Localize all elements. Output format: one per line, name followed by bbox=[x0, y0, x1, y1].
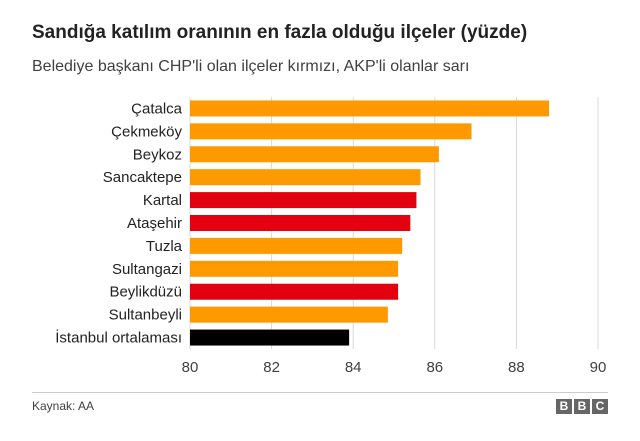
category-label: Tuzla bbox=[146, 238, 183, 255]
bar bbox=[190, 192, 417, 209]
x-tick-label: 86 bbox=[426, 359, 443, 376]
bbc-logo-letter: B bbox=[574, 399, 590, 414]
x-tick-label: 90 bbox=[590, 359, 607, 376]
bar bbox=[190, 306, 388, 323]
bar bbox=[190, 146, 439, 163]
bar bbox=[190, 237, 403, 254]
x-tick-label: 88 bbox=[508, 359, 525, 376]
category-label: Sancaktepe bbox=[103, 169, 182, 186]
bar bbox=[190, 100, 550, 117]
bbc-logo: B B C bbox=[556, 399, 608, 414]
bar-chart: 80 82 84 86 88 90 Çatalca Çekmeköy Beykoz Sancakt… bbox=[55, 97, 607, 376]
x-tick-label: 82 bbox=[263, 359, 280, 376]
chart-subtitle: Belediye başkanı CHP'li olan ilçeler kır… bbox=[32, 58, 470, 75]
footer-divider bbox=[32, 392, 608, 393]
chart-title: Sandığa katılım oranının en fazla olduğu… bbox=[32, 22, 528, 43]
category-label: Beylikdüzü bbox=[109, 284, 182, 301]
bar bbox=[190, 215, 411, 231]
bar bbox=[190, 329, 350, 346]
bar bbox=[190, 260, 399, 277]
category-label: Ataşehir bbox=[127, 215, 182, 232]
category-label: Beykoz bbox=[133, 146, 182, 163]
category-label: Çatalca bbox=[131, 100, 183, 117]
bar bbox=[190, 123, 472, 140]
category-label: İstanbul ortalaması bbox=[55, 329, 182, 347]
source-note: Kaynak: AA bbox=[32, 399, 95, 413]
category-label: Sultanbeyli bbox=[109, 307, 182, 324]
category-label: Çekmeköy bbox=[111, 123, 182, 140]
bar bbox=[190, 169, 421, 186]
bbc-logo-letter: B bbox=[556, 399, 572, 414]
x-tick-label: 80 bbox=[182, 359, 199, 376]
bbc-logo-letter: C bbox=[592, 399, 608, 414]
category-label: Sultangazi bbox=[112, 261, 182, 278]
x-tick-label: 84 bbox=[345, 359, 362, 376]
bar bbox=[190, 283, 399, 300]
category-label: Kartal bbox=[143, 192, 182, 209]
